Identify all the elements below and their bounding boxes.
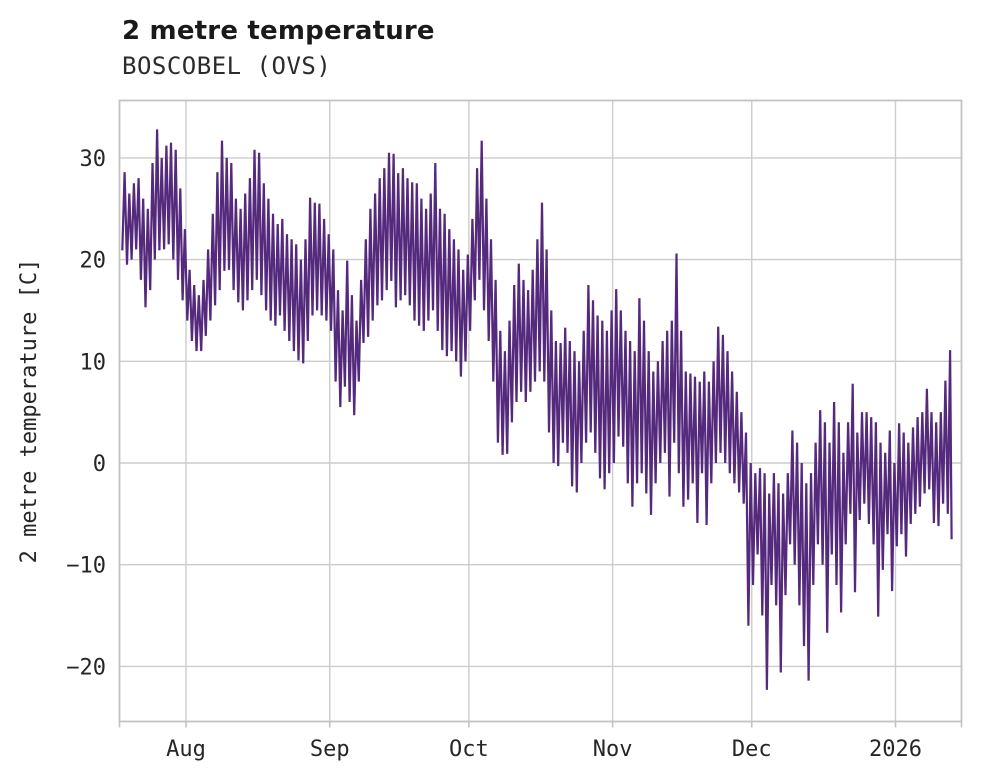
chart-subtitle: BOSCOBEL (OVS) bbox=[122, 52, 332, 80]
temperature-line bbox=[121, 129, 953, 690]
chart-title: 2 metre temperature bbox=[122, 16, 435, 46]
x-tick-label: 2026 bbox=[869, 737, 922, 762]
y-tick-label: 30 bbox=[80, 147, 107, 172]
x-tick-label: Aug bbox=[166, 737, 206, 762]
plot-frame bbox=[118, 99, 963, 723]
y-tick-label: −20 bbox=[66, 655, 106, 680]
axes-frame bbox=[118, 99, 963, 723]
x-tick-label: Sep bbox=[310, 737, 350, 762]
y-axis-label: 2 metre temperature [C] bbox=[17, 259, 42, 564]
y-tick-label: 20 bbox=[80, 249, 107, 274]
y-tick-label: 10 bbox=[80, 350, 107, 375]
x-tick-label: Nov bbox=[593, 737, 633, 762]
x-tick-label: Oct bbox=[449, 737, 489, 762]
axis-ticks-and-labels: Aug Sep Oct Nov Dec 2026 30 20 10 0 −10 −20 2 metre … bbox=[17, 147, 963, 762]
temperature-line-series bbox=[121, 129, 953, 690]
x-tick-label: Dec bbox=[732, 737, 772, 762]
y-tick-label: −10 bbox=[66, 554, 106, 579]
y-tick-label: 0 bbox=[93, 452, 106, 477]
